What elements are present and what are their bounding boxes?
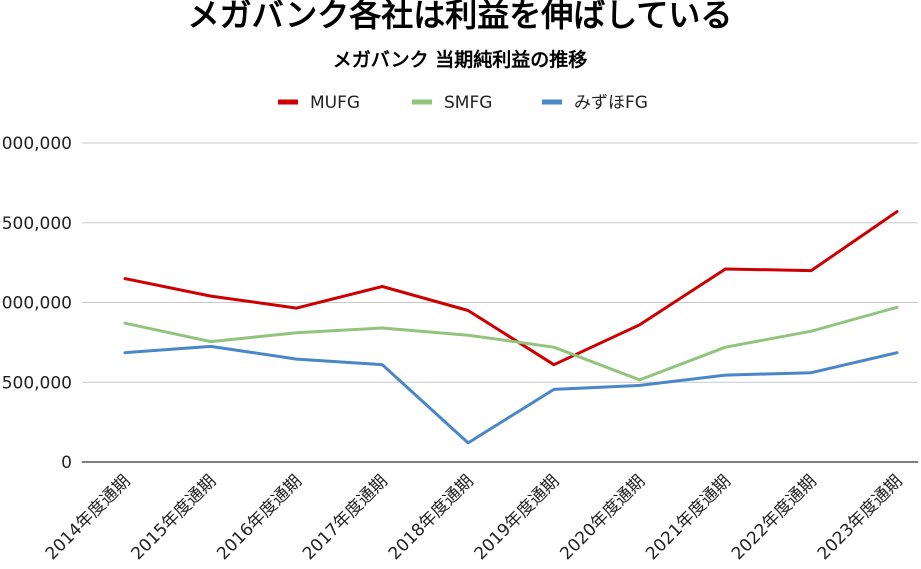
y-tick-label: 1,500,000 bbox=[0, 214, 72, 234]
series-lines bbox=[123, 210, 899, 445]
x-tick-label: 2022年度通期 bbox=[728, 471, 821, 564]
x-tick-label: 2020年度通期 bbox=[556, 471, 649, 564]
series-line bbox=[123, 305, 899, 382]
legend-label: MUFG bbox=[310, 93, 360, 113]
series-line bbox=[123, 210, 899, 367]
y-axis-ticks: 0 500,000 1,000,000 1,500,000 2,000,000 bbox=[0, 134, 72, 473]
y-tick-label: 500,000 bbox=[2, 373, 72, 393]
y-tick-label: 2,000,000 bbox=[0, 134, 72, 154]
x-tick-label: 2018年度通期 bbox=[385, 471, 478, 564]
series-line bbox=[123, 344, 899, 445]
y-tick-label: 0 bbox=[61, 453, 72, 473]
legend: MUFG SMFG みずほFG bbox=[278, 93, 648, 113]
chart-subtitle: メガバンク 当期純利益の推移 bbox=[333, 48, 588, 71]
x-tick-label: 2017年度通期 bbox=[299, 471, 392, 564]
x-tick-label: 2016年度通期 bbox=[213, 471, 306, 564]
x-tick-label: 2014年度通期 bbox=[42, 471, 135, 564]
y-tick-label: 1,000,000 bbox=[0, 294, 72, 314]
legend-label: みずほFG bbox=[574, 93, 648, 113]
chart-title: メガバンク各社は利益を伸ばしている bbox=[188, 0, 733, 34]
x-tick-label: 2019年度通期 bbox=[471, 471, 564, 564]
legend-label: SMFG bbox=[444, 93, 492, 113]
x-tick-label: 2021年度通期 bbox=[642, 471, 735, 564]
x-tick-label: 2023年度通期 bbox=[814, 471, 907, 564]
x-axis-ticks: 2014年度通期2015年度通期2016年度通期2017年度通期2018年度通期… bbox=[42, 471, 907, 564]
gridlines bbox=[82, 142, 918, 463]
x-tick-label: 2015年度通期 bbox=[127, 471, 220, 564]
